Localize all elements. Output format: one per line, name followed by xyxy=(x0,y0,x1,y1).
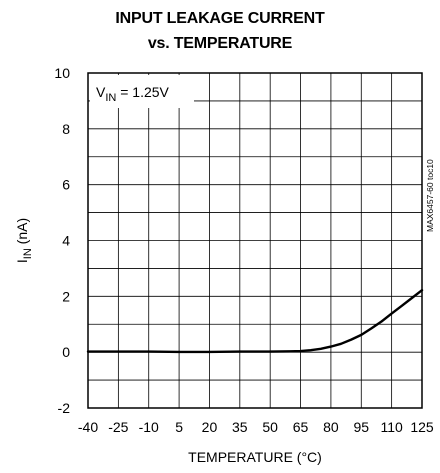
x-axis-label: TEMPERATURE (°C) xyxy=(188,449,322,465)
y-tick-label: 2 xyxy=(62,288,70,304)
y-axis-label-base: I xyxy=(14,259,30,263)
x-tick-label: 20 xyxy=(202,419,218,435)
y-axis-label: IIN (nA) xyxy=(14,218,34,263)
x-tick-label: -25 xyxy=(108,419,128,435)
chart-title-line-2: vs. TEMPERATURE xyxy=(147,35,293,52)
x-tick-label: 125 xyxy=(410,419,434,435)
annotation-rest: = 1.25V xyxy=(116,84,169,100)
x-tick-label: -40 xyxy=(78,419,98,435)
y-tick-label: -2 xyxy=(58,400,71,416)
side-label: MAX6457-60 toc10 xyxy=(425,159,435,232)
x-tick-label: -10 xyxy=(139,419,159,435)
x-tick-labels: -40 -25 -10 5 20 35 50 65 80 95 110 125 xyxy=(78,419,434,435)
annotation-vin: VIN = 1.25V xyxy=(96,84,170,104)
x-tick-label: 65 xyxy=(293,419,309,435)
grid xyxy=(87,72,423,409)
x-tick-label: 110 xyxy=(380,419,403,435)
x-tick-label: 95 xyxy=(353,419,369,435)
x-tick-label: 50 xyxy=(262,419,278,435)
annotation-background xyxy=(90,75,194,108)
annotation-sub: IN xyxy=(105,92,116,104)
series-line xyxy=(86,289,424,354)
y-axis-label-sub: IN xyxy=(22,248,34,259)
x-tick-label: 5 xyxy=(175,419,183,435)
y-tick-labels: -2 0 2 4 6 8 10 xyxy=(54,65,70,416)
plot-frame xyxy=(87,72,423,409)
y-tick-label: 4 xyxy=(62,233,70,249)
y-tick-label: 0 xyxy=(62,344,70,360)
y-tick-label: 10 xyxy=(54,65,70,81)
y-tick-label: 8 xyxy=(62,121,70,137)
annotation-box: VIN = 1.25V xyxy=(90,75,194,108)
y-axis-label-rest: (nA) xyxy=(14,218,30,248)
x-tick-label: 80 xyxy=(323,419,339,435)
y-tick-label: 6 xyxy=(62,177,70,193)
annotation-base: V xyxy=(96,84,106,100)
x-tick-label: 35 xyxy=(232,419,248,435)
chart-title-line-1: INPUT LEAKAGE CURRENT xyxy=(115,10,325,27)
